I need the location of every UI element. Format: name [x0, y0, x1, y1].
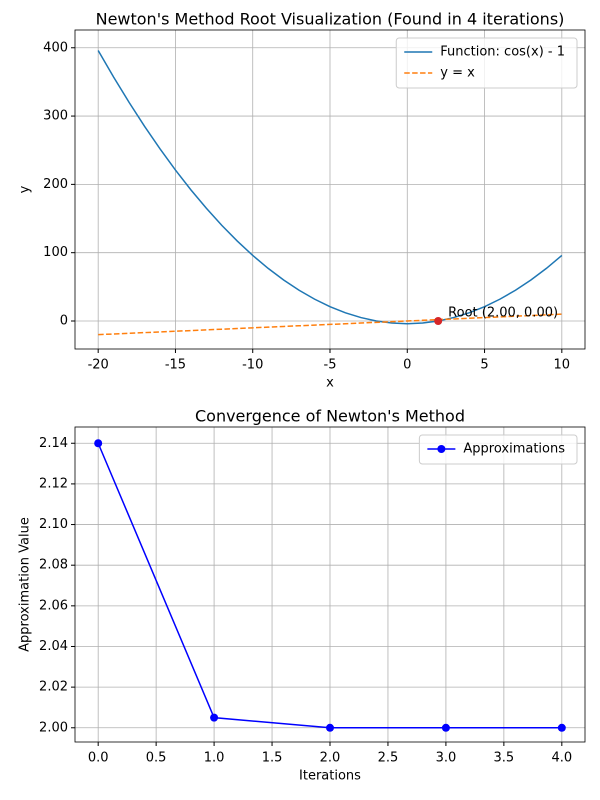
y-tick-label: 200 — [43, 177, 68, 192]
y-tick-label: 400 — [43, 40, 68, 55]
chart-title: Convergence of Newton's Method — [195, 407, 465, 426]
annotation: Root (2.00, 0.00) — [448, 305, 558, 320]
x-axis-label: x — [326, 376, 334, 391]
series-marker — [94, 439, 103, 448]
x-tick-label: 3.5 — [494, 751, 515, 766]
series-marker — [210, 713, 219, 722]
series-marker — [557, 723, 566, 732]
y-tick-label: 2.08 — [39, 558, 68, 573]
root-marker — [434, 316, 443, 325]
x-tick-label: -5 — [324, 358, 337, 373]
legend-label: Function: cos(x) - 1 — [440, 45, 565, 60]
x-tick-label: 0 — [403, 358, 411, 373]
x-tick-label: 3.0 — [436, 751, 457, 766]
legend-box — [418, 434, 578, 465]
y-tick-label: 2.10 — [39, 517, 68, 532]
axes-frame — [74, 29, 586, 350]
x-tick-label: 4.0 — [551, 751, 572, 766]
y-tick-label: 2.02 — [39, 680, 68, 695]
x-tick-label: 10 — [554, 358, 571, 373]
series-marker — [326, 723, 334, 732]
x-tick-label: 1.0 — [204, 751, 225, 766]
x-tick-label: -10 — [242, 358, 263, 373]
legend-label: Approximations — [463, 442, 565, 457]
y-tick-label: 2.12 — [39, 476, 68, 491]
y-tick-label: 0 — [60, 313, 68, 328]
y-tick-label: 2.14 — [39, 436, 68, 451]
y-axis-label: y — [18, 185, 33, 193]
y-tick-label: 100 — [43, 245, 68, 260]
legend-label: y = x — [440, 66, 475, 81]
series-line — [98, 313, 562, 336]
x-tick-label: 5 — [480, 358, 488, 373]
y-tick-label: 2.00 — [39, 720, 68, 735]
legend-marker — [437, 445, 446, 453]
x-tick-label: 2.0 — [320, 751, 341, 766]
x-axis-label: Iterations — [299, 769, 361, 784]
x-tick-label: -20 — [88, 358, 109, 373]
x-tick-label: 0.0 — [88, 751, 109, 766]
y-axis-label: Approximation Value — [18, 517, 33, 652]
y-tick-label: 2.04 — [39, 639, 68, 654]
series-line — [97, 50, 563, 325]
series-marker — [441, 723, 450, 732]
chart-title: Newton's Method Root Visualization (Foun… — [96, 10, 565, 29]
legend-box — [395, 37, 578, 89]
y-tick-label: 2.06 — [39, 598, 68, 613]
x-tick-label: 0.5 — [146, 751, 167, 766]
x-tick-label: -15 — [165, 358, 186, 373]
axes-frame — [74, 426, 586, 743]
y-tick-label: 300 — [43, 109, 68, 124]
x-tick-label: 2.5 — [378, 751, 399, 766]
x-tick-label: 1.5 — [262, 751, 283, 766]
